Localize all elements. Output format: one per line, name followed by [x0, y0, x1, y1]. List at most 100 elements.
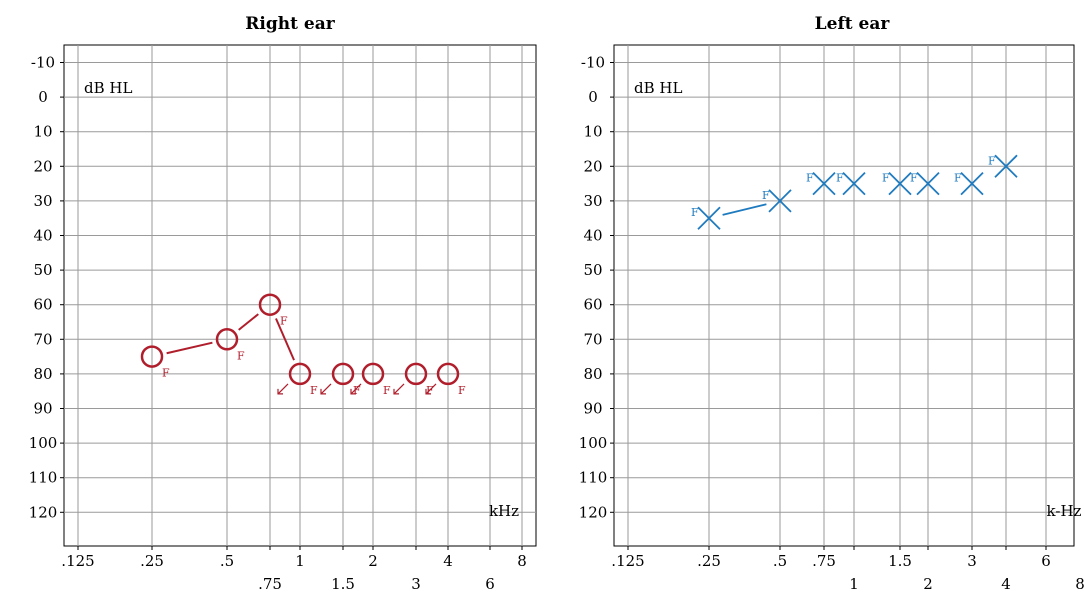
x-tick-label-upper: .5: [773, 552, 787, 570]
y-tick-label: 50: [33, 261, 52, 279]
y-tick-label: -10: [581, 54, 605, 72]
data-point-cross: [842, 171, 866, 196]
masking-label: F: [162, 367, 170, 380]
data-point-cross: [812, 171, 836, 196]
masking-label: F: [836, 172, 844, 185]
connecting-line: [166, 341, 213, 355]
x-tick-label-upper: 3: [967, 552, 977, 570]
y-tick-label: 100: [579, 434, 608, 452]
masking-label: F: [762, 189, 770, 202]
no-response-arrow: [320, 383, 332, 395]
y-tick-label: 0: [588, 88, 598, 106]
connecting-line: [275, 318, 295, 361]
y-tick-label: 10: [33, 123, 52, 141]
y-tick-label: 40: [583, 227, 602, 245]
x-tick-label-lower: .75: [258, 575, 282, 593]
no-response-arrowhead: [320, 388, 326, 395]
x-tick-label-upper: 6: [1041, 552, 1051, 570]
no-response-arrowhead: [277, 388, 283, 395]
data-point-circle: [215, 328, 239, 351]
right-ear-title: Right ear: [245, 14, 335, 34]
x-tick-label-upper: .25: [697, 552, 721, 570]
x-tick-label-lower: 1.5: [331, 575, 355, 593]
masking-label: F: [383, 384, 391, 397]
data-point-circle: [140, 345, 164, 368]
no-response-arrow: [350, 383, 362, 395]
y-tick-label: 100: [29, 434, 58, 452]
y-tick-label: 70: [583, 330, 602, 348]
y-tick-label: 90: [33, 400, 52, 418]
masking-label: F: [310, 384, 318, 397]
x-tick-label-upper: .125: [61, 552, 94, 570]
no-response-arrow: [393, 383, 405, 395]
no-response-arrow: [277, 383, 289, 395]
connecting-line: [238, 313, 259, 331]
y-tick-label: 110: [29, 469, 58, 487]
x-tick-label-lower: 2: [923, 575, 933, 593]
y-tick-label: 80: [33, 365, 52, 383]
no-response-arrowhead: [350, 388, 356, 395]
connecting-line: [722, 203, 767, 216]
y-tick-label: 60: [583, 296, 602, 314]
data-point-cross: [916, 171, 940, 196]
x-tick-label-upper: .25: [140, 552, 164, 570]
data-point-cross: [888, 171, 912, 196]
y-axis-label: dB HL: [634, 79, 682, 97]
y-tick-label: 120: [29, 503, 58, 521]
y-tick-label: 60: [33, 296, 52, 314]
data-point-circle: [361, 362, 385, 386]
x-unit-label: kHz: [489, 502, 519, 520]
plot-border: [613, 44, 1075, 547]
x-tick-label-upper: .5: [220, 552, 234, 570]
masking-label: F: [237, 349, 245, 362]
no-response-arrowhead: [393, 388, 399, 395]
masking-label: F: [280, 315, 288, 328]
y-tick-label: 120: [579, 503, 608, 521]
left-ear-title: Left ear: [814, 14, 890, 34]
y-tick-label: 90: [583, 400, 602, 418]
y-tick-label: 0: [38, 88, 48, 106]
y-tick-label: 20: [583, 157, 602, 175]
x-tick-label-upper: 1.5: [888, 552, 912, 570]
x-tick-label-lower: 8: [1075, 575, 1085, 593]
y-tick-label: -10: [31, 54, 55, 72]
masking-label: F: [910, 172, 918, 185]
masking-label: F: [988, 154, 996, 167]
y-tick-label: 40: [33, 227, 52, 245]
data-point-circle: [288, 362, 312, 386]
data-point-cross: [768, 189, 792, 213]
x-unit-label: k-Hz: [1047, 502, 1082, 520]
y-tick-label: 110: [579, 469, 608, 487]
x-tick-label-upper: 2: [368, 552, 378, 570]
masking-label: F: [353, 384, 361, 397]
masking-label: F: [806, 172, 814, 185]
masking-label: F: [882, 172, 890, 185]
x-tick-label-lower: 4: [1001, 575, 1011, 593]
x-tick-label-upper: .75: [812, 552, 836, 570]
y-tick-label: 30: [583, 192, 602, 210]
y-tick-label: 30: [33, 192, 52, 210]
y-tick-label: 20: [33, 157, 52, 175]
y-axis-label: dB HL: [84, 79, 132, 97]
panel-1: -10 0 10 20 30 40 50 60 70 80 90 100 110 120 .125 .25 .5…: [579, 44, 1085, 593]
data-point-cross: [960, 171, 984, 196]
data-point-circle: [331, 362, 355, 386]
data-point-circle: [436, 362, 460, 386]
panel-0: -10 0 10 20 30 40 50 60 70 80 90 100 110 120 .125 .25 .5…: [29, 44, 537, 593]
data-point-cross: [994, 154, 1018, 178]
x-tick-label-upper: .125: [611, 552, 644, 570]
masking-label: F: [691, 206, 699, 219]
y-tick-label: 50: [583, 261, 602, 279]
y-tick-label: 80: [583, 365, 602, 383]
y-tick-label: 70: [33, 330, 52, 348]
data-point-cross: [697, 206, 721, 230]
y-tick-label: 10: [583, 123, 602, 141]
x-tick-label-upper: 4: [443, 552, 453, 570]
no-response-arrowhead: [425, 388, 431, 395]
masking-label: F: [954, 172, 962, 185]
x-tick-label-upper: 1: [295, 552, 305, 570]
no-response-arrow: [425, 383, 437, 395]
x-tick-label-upper: 8: [517, 552, 527, 570]
data-point-circle: [404, 362, 428, 386]
